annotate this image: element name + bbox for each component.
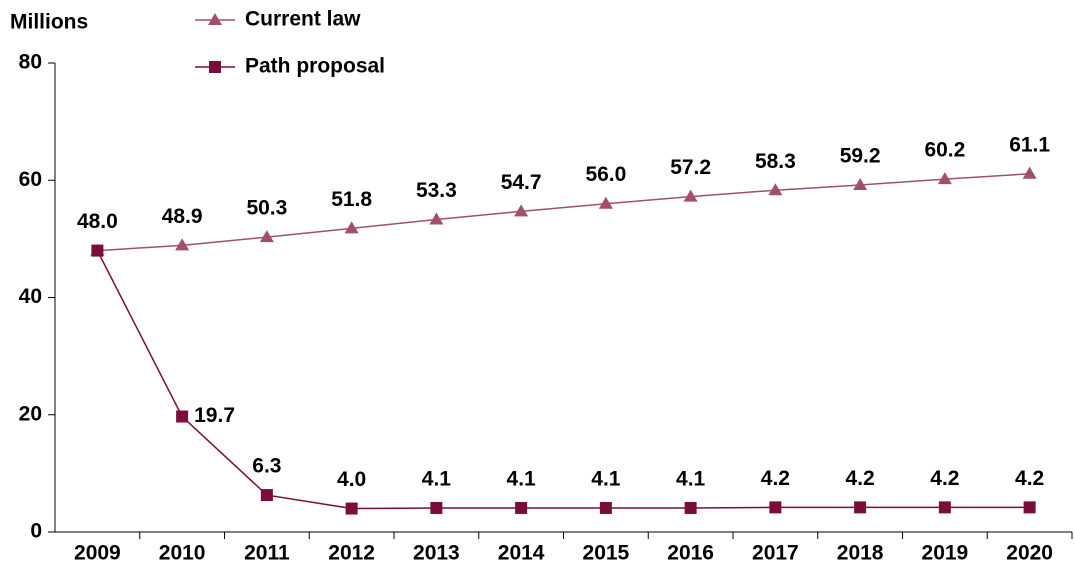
y-tick-label: 80 xyxy=(19,51,42,74)
x-tick-label: 2020 xyxy=(1006,542,1053,565)
data-label: 61.1 xyxy=(1009,133,1050,156)
series-line xyxy=(97,173,1030,252)
data-label: 60.2 xyxy=(924,139,965,162)
data-label: 4.2 xyxy=(761,467,790,490)
data-label: 4.0 xyxy=(337,468,366,491)
data-point xyxy=(1022,166,1037,179)
x-tick-label: 2019 xyxy=(922,542,969,565)
x-tick-label: 2011 xyxy=(244,542,290,565)
x-tick-label: 2010 xyxy=(159,542,206,565)
legend-marker xyxy=(209,61,221,73)
x-tick-label: 2013 xyxy=(413,542,460,565)
data-label: 48.9 xyxy=(162,205,203,228)
data-point xyxy=(345,502,358,515)
data-point xyxy=(599,501,612,514)
legend-label: Current law xyxy=(245,8,361,31)
legend-label: Path proposal xyxy=(245,55,385,78)
data-point xyxy=(514,204,529,217)
data-point xyxy=(175,238,190,251)
y-tick-label: 0 xyxy=(30,520,42,543)
series-line xyxy=(96,250,1030,510)
data-label: 48.0 xyxy=(77,210,118,233)
data-point xyxy=(598,196,613,209)
data-label: 4.1 xyxy=(591,468,621,491)
y-axis-label: Millions xyxy=(10,11,88,34)
x-tick-label: 2015 xyxy=(583,542,630,565)
legend-marker xyxy=(208,13,222,25)
data-label: 58.3 xyxy=(755,150,796,173)
data-point xyxy=(176,410,189,423)
data-label: 6.3 xyxy=(252,455,281,478)
x-tick-label: 2012 xyxy=(328,542,375,565)
data-point xyxy=(430,501,443,514)
data-label: 4.2 xyxy=(846,467,875,490)
y-tick-label: 20 xyxy=(19,402,42,425)
data-point xyxy=(768,183,783,196)
data-label: 4.1 xyxy=(676,468,706,491)
x-tick-label: 2018 xyxy=(837,542,884,565)
data-point xyxy=(259,230,274,243)
data-point xyxy=(769,501,782,514)
data-point xyxy=(938,501,951,514)
data-point xyxy=(684,501,697,514)
x-tick-label: 2016 xyxy=(667,542,714,565)
data-label: 53.3 xyxy=(416,179,457,202)
data-label: 51.8 xyxy=(331,188,372,211)
y-tick-label: 40 xyxy=(19,285,42,308)
data-label: 4.1 xyxy=(507,468,537,491)
data-point xyxy=(683,189,698,202)
data-point xyxy=(260,489,273,502)
y-tick-label: 60 xyxy=(19,168,42,191)
x-tick-label: 2009 xyxy=(74,542,121,565)
x-tick-label: 2017 xyxy=(752,542,799,565)
data-label: 59.2 xyxy=(840,144,881,167)
x-tick-label: 2014 xyxy=(498,542,545,565)
data-point xyxy=(1023,501,1036,514)
data-label: 4.2 xyxy=(930,467,959,490)
data-label: 4.1 xyxy=(422,468,452,491)
data-point xyxy=(854,501,867,514)
data-point xyxy=(515,501,528,514)
data-label: 4.2 xyxy=(1015,467,1044,490)
data-label: 57.2 xyxy=(670,156,711,179)
data-point xyxy=(853,177,868,190)
data-label: 54.7 xyxy=(501,171,542,194)
data-point xyxy=(937,172,952,185)
data-point xyxy=(344,221,359,234)
data-label: 56.0 xyxy=(585,163,626,186)
data-point xyxy=(429,212,444,225)
data-label: 19.7 xyxy=(194,404,235,427)
data-point xyxy=(91,244,104,257)
data-label: 50.3 xyxy=(246,197,287,220)
